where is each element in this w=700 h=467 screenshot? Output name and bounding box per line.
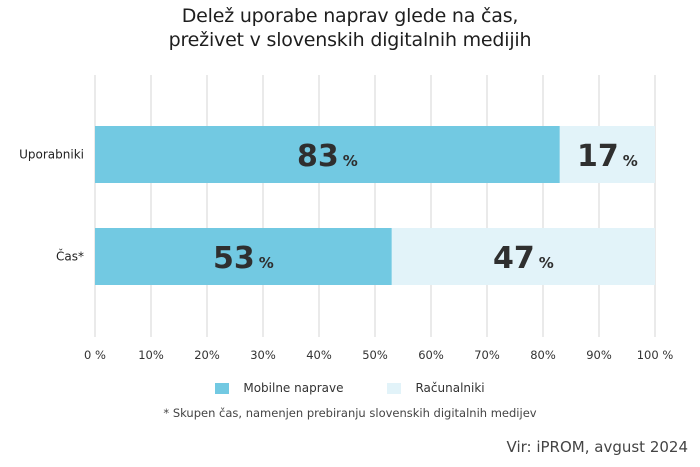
- legend-swatch-mobile: [215, 382, 230, 394]
- x-tick-label-20: 20%: [194, 348, 220, 362]
- data-label-mobile-0: 83%: [297, 139, 358, 174]
- x-tick-label-60: 60%: [418, 348, 444, 362]
- category-label-0: Uporabniki: [19, 148, 84, 162]
- x-tick-label-40: 40%: [306, 348, 332, 362]
- bar-mobile-1: [95, 228, 392, 285]
- x-tick-label-70: 70%: [474, 348, 500, 362]
- chart-title-line-1: Delež uporabe naprav glede na čas,: [181, 5, 519, 27]
- category-label-1: Čas*: [56, 249, 84, 264]
- x-tick-label-90: 90%: [586, 348, 612, 362]
- legend-swatch-computers: [387, 382, 402, 394]
- data-label-computers-1: 47%: [493, 241, 554, 276]
- chart-title-line-2: preživet v slovenskih digitalnih medijih: [168, 29, 532, 51]
- bar-chart: 0 % 10% 20% 30% 40% 50% 60% 70% 80% 90% 100 % 83% 17…: [19, 75, 674, 362]
- legend-item-computers: Računalniki: [387, 381, 485, 395]
- x-tick-label-10: 10%: [138, 348, 164, 362]
- bar-computers-1: [391, 228, 655, 285]
- source-note: Vir: iPROM, avgust 2024: [506, 438, 688, 456]
- chart-title: Delež uporabe naprav glede na čas, preži…: [0, 4, 700, 52]
- x-tick-label-30: 30%: [250, 348, 276, 362]
- x-tick-label-50: 50%: [362, 348, 388, 362]
- legend-label-mobile: Mobilne naprave: [243, 381, 344, 395]
- bar-mobile-0: [95, 126, 560, 183]
- x-tick-label-0: 0 %: [84, 348, 106, 362]
- data-label-mobile-1: 53%: [213, 241, 274, 276]
- legend-label-computers: Računalniki: [415, 381, 485, 395]
- x-tick-label-80: 80%: [530, 348, 556, 362]
- data-label-computers-0: 17%: [577, 139, 638, 174]
- footnote: * Skupen čas, namenjen prebiranju sloven…: [163, 406, 537, 420]
- legend: Mobilne naprave Računalniki: [0, 381, 700, 395]
- bar-computers-0: [559, 126, 655, 183]
- x-tick-label-100: 100 %: [637, 348, 674, 362]
- legend-item-mobile: Mobilne naprave: [215, 381, 343, 395]
